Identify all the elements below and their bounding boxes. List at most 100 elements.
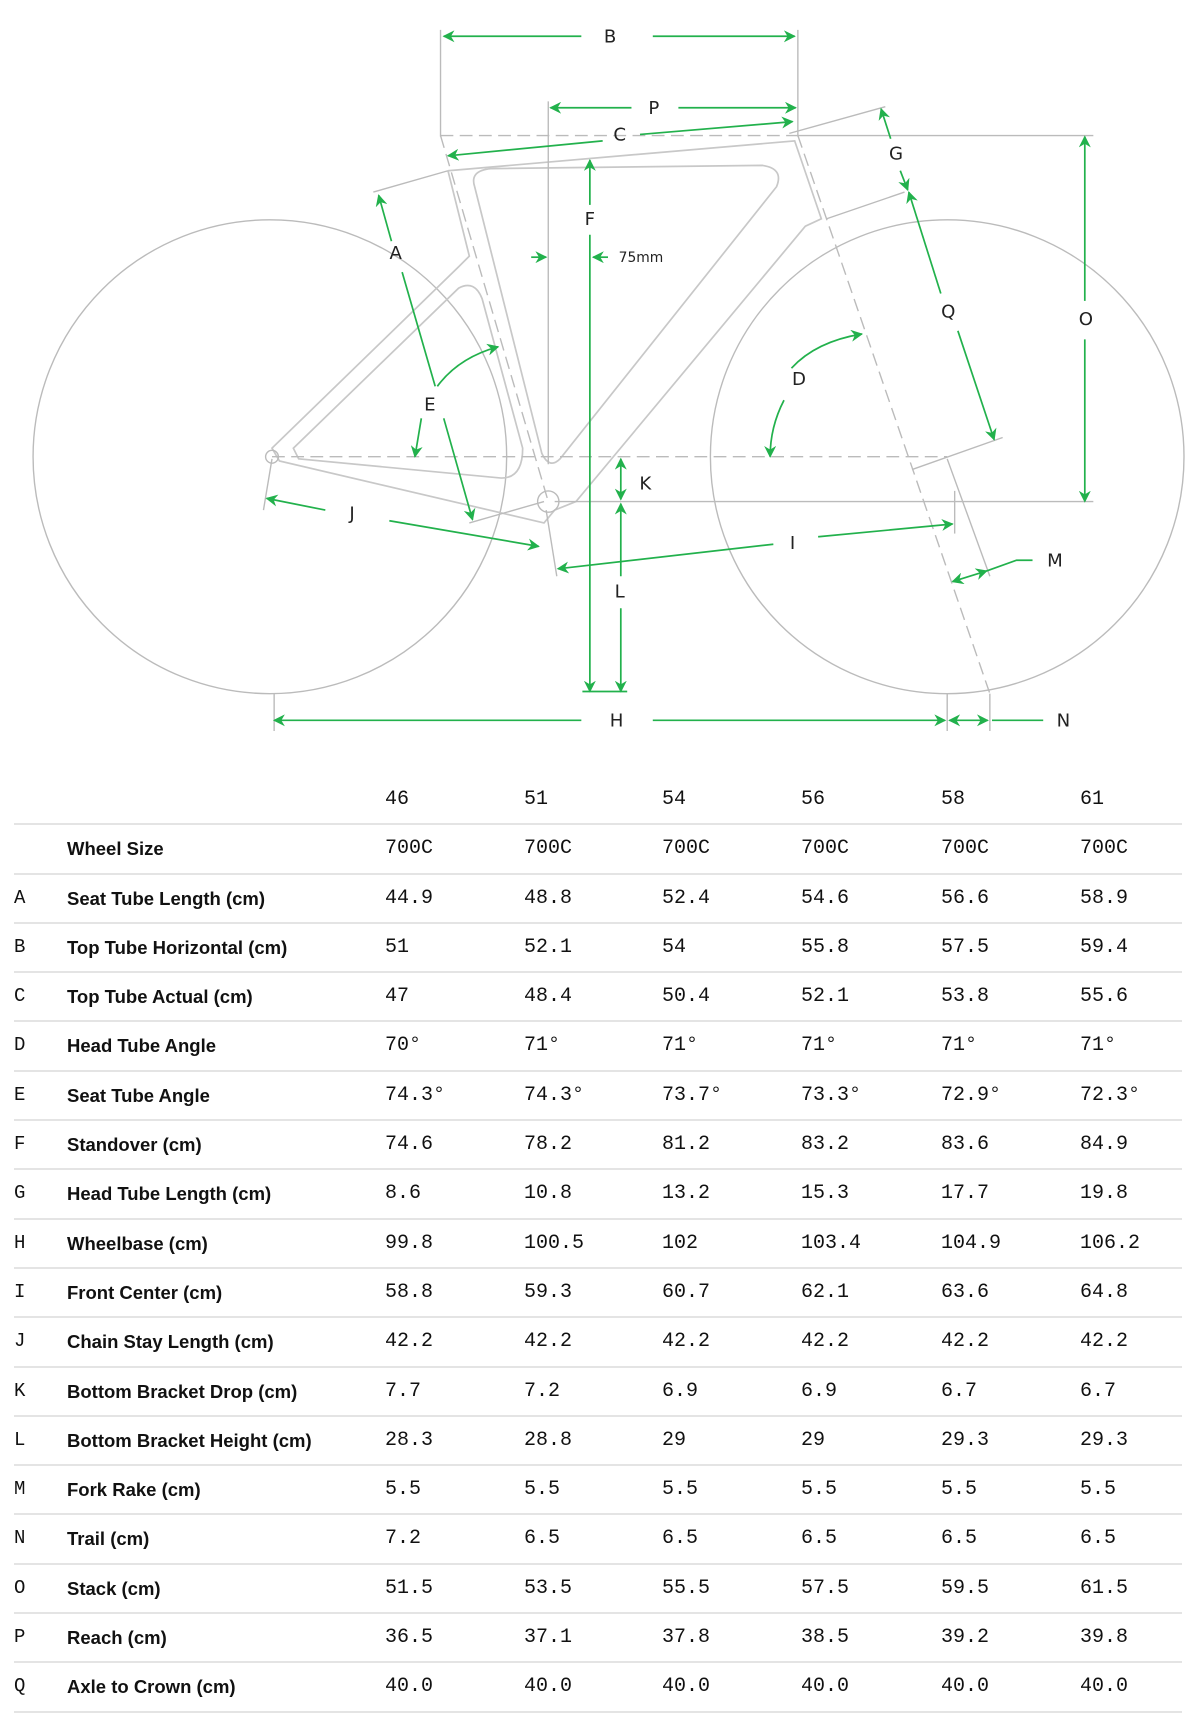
label-q: Q <box>941 302 955 323</box>
size-header: 46 <box>385 788 410 811</box>
row-value: 38.5 <box>801 1626 850 1650</box>
row-value: 37.1 <box>524 1626 573 1650</box>
table-row: F Standover (cm) 74.6 78.2 81.2 83.2 83.6 84.9 <box>14 1121 1182 1171</box>
label-h: H <box>610 710 624 731</box>
row-label: Seat Tube Angle <box>67 1084 210 1106</box>
table-row: B Top Tube Horizontal (cm) 51 52.1 54 55.8 57.… <box>14 924 1182 974</box>
row-value: 55.6 <box>1080 985 1129 1009</box>
row-value: 5.5 <box>524 1478 561 1502</box>
row-letter: M <box>14 1478 26 1501</box>
row-value: 6.5 <box>1080 1527 1117 1551</box>
row-value: 59.3 <box>524 1280 573 1304</box>
table-row: I Front Center (cm) 58.8 59.3 60.7 62.1 63.6 64… <box>14 1269 1182 1319</box>
row-value: 54 <box>662 935 687 959</box>
row-label: Head Tube Angle <box>67 1035 217 1057</box>
label-c: C <box>613 125 626 146</box>
row-value: 40.0 <box>1080 1675 1129 1699</box>
row-value: 5.5 <box>801 1478 838 1502</box>
reference-lines <box>262 29 1094 731</box>
row-label: Top Tube Horizontal (cm) <box>67 936 288 958</box>
table-row: P Reach (cm) 36.5 37.1 37.8 38.5 39.2 39.8 <box>14 1614 1182 1664</box>
row-value: 54.6 <box>801 886 850 910</box>
row-letter: I <box>14 1280 26 1303</box>
label-g: G <box>889 144 903 165</box>
row-value: 71° <box>524 1034 561 1058</box>
row-value: 59.4 <box>1080 935 1129 959</box>
row-value: 40.0 <box>801 1675 850 1699</box>
row-value: 100.5 <box>524 1231 585 1255</box>
row-value: 42.2 <box>941 1330 990 1354</box>
row-value: 39.8 <box>1080 1626 1129 1650</box>
label-e: E <box>424 395 435 416</box>
row-value: 40.0 <box>385 1675 434 1699</box>
row-letter: P <box>14 1626 26 1649</box>
row-value: 6.9 <box>801 1379 838 1403</box>
row-letter: K <box>14 1379 26 1402</box>
row-value: 42.2 <box>1080 1330 1129 1354</box>
row-value: 5.5 <box>385 1478 422 1502</box>
size-header: 61 <box>1080 788 1105 811</box>
table-row: Q Axle to Crown (cm) 40.0 40.0 40.0 40.0 40.0 4… <box>14 1663 1182 1713</box>
row-label: Chain Stay Length (cm) <box>67 1331 274 1353</box>
row-value: 50.4 <box>662 985 711 1009</box>
label-k: K <box>639 473 652 494</box>
row-value: 39.2 <box>941 1626 990 1650</box>
row-letter: A <box>14 886 26 909</box>
row-value: 51.5 <box>385 1576 434 1600</box>
row-value: 99.8 <box>385 1231 434 1255</box>
row-value: 37.8 <box>662 1626 711 1650</box>
table-row: N Trail (cm) 7.2 6.5 6.5 6.5 6.5 6.5 <box>14 1515 1182 1565</box>
row-value: 58.9 <box>1080 886 1129 910</box>
row-value: 42.2 <box>524 1330 573 1354</box>
table-row: M Fork Rake (cm) 5.5 5.5 5.5 5.5 5.5 5.5 <box>14 1466 1182 1516</box>
row-value: 81.2 <box>662 1133 711 1157</box>
row-value: 72.3° <box>1080 1083 1141 1107</box>
row-value: 7.2 <box>524 1379 561 1403</box>
row-value: 13.2 <box>662 1182 711 1206</box>
row-value: 28.3 <box>385 1428 434 1452</box>
row-label: Bottom Bracket Drop (cm) <box>67 1380 298 1402</box>
label-d: D <box>792 369 806 390</box>
row-value: 60.7 <box>662 1280 711 1304</box>
row-letter: H <box>14 1231 26 1254</box>
row-value: 42.2 <box>662 1330 711 1354</box>
row-value: 48.4 <box>524 985 573 1009</box>
row-value: 700C <box>524 837 573 861</box>
row-value: 104.9 <box>941 1231 1002 1255</box>
row-value: 58.8 <box>385 1280 434 1304</box>
row-label: Wheelbase (cm) <box>67 1232 208 1254</box>
row-value: 59.5 <box>941 1576 990 1600</box>
row-value: 700C <box>941 837 990 861</box>
dimension-arrows <box>265 30 1091 727</box>
row-value: 74.3° <box>385 1083 446 1107</box>
row-value: 73.7° <box>662 1083 723 1107</box>
table-row: O Stack (cm) 51.5 53.5 55.5 57.5 59.5 61.5 <box>14 1565 1182 1615</box>
label-a: A <box>390 243 403 264</box>
label-f: F <box>585 209 595 230</box>
table-row: C Top Tube Actual (cm) 47 48.4 50.4 52.1 53.8 5… <box>14 973 1182 1023</box>
row-value: 83.6 <box>941 1133 990 1157</box>
row-letter: F <box>14 1133 26 1156</box>
row-value: 53.8 <box>941 985 990 1009</box>
row-value: 102 <box>662 1231 699 1255</box>
row-value: 71° <box>801 1034 838 1058</box>
row-value: 36.5 <box>385 1626 434 1650</box>
size-header-row: 46 51 54 56 58 61 <box>14 776 1182 826</box>
row-value: 84.9 <box>1080 1133 1129 1157</box>
label-i: I <box>790 533 795 554</box>
row-value: 700C <box>662 837 711 861</box>
row-value: 44.9 <box>385 886 434 910</box>
label-75mm: 75mm <box>619 250 664 266</box>
row-value: 6.7 <box>941 1379 978 1403</box>
row-value: 52.4 <box>662 886 711 910</box>
table-row: K Bottom Bracket Drop (cm) 7.7 7.2 6.9 6.9 6.7… <box>14 1368 1182 1417</box>
row-letter: C <box>14 985 26 1008</box>
table-row: E Seat Tube Angle 74.3° 74.3° 73.7° 73.3° 72.9… <box>14 1072 1182 1122</box>
geometry-diagram: B P C G F 75mm A Q O D E K J I M L H N <box>32 26 1185 731</box>
row-letter: J <box>14 1330 26 1353</box>
table-row: Wheel Size 700C 700C 700C 700C 700C 700C <box>14 825 1182 875</box>
row-value: 57.5 <box>801 1576 850 1600</box>
row-value: 40.0 <box>941 1675 990 1699</box>
geometry-table: 46 51 54 56 58 61 Wheel Size 700C 700C 700C 700C 70… <box>14 776 1182 1713</box>
row-value: 29.3 <box>941 1428 990 1452</box>
